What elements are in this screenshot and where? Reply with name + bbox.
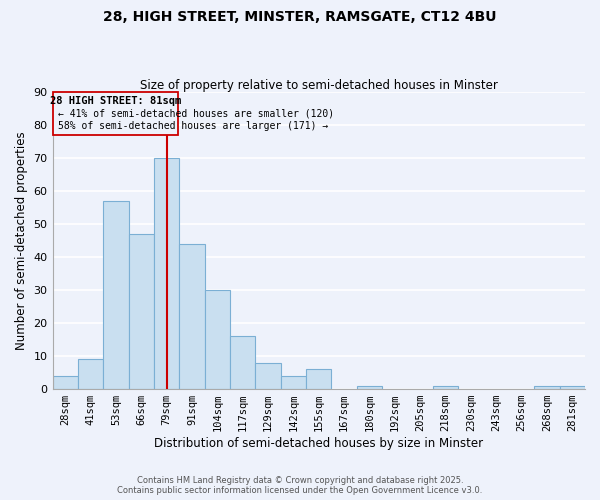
- Bar: [230, 336, 256, 389]
- Text: ← 41% of semi-detached houses are smaller (120): ← 41% of semi-detached houses are smalle…: [58, 108, 334, 118]
- Bar: [534, 386, 560, 389]
- Bar: [154, 158, 179, 389]
- Bar: [433, 386, 458, 389]
- Text: 28, HIGH STREET, MINSTER, RAMSGATE, CT12 4BU: 28, HIGH STREET, MINSTER, RAMSGATE, CT12…: [103, 10, 497, 24]
- Bar: [560, 386, 585, 389]
- Text: Contains HM Land Registry data © Crown copyright and database right 2025.
Contai: Contains HM Land Registry data © Crown c…: [118, 476, 482, 495]
- FancyBboxPatch shape: [53, 92, 178, 135]
- Bar: [281, 376, 306, 389]
- Bar: [205, 290, 230, 389]
- Bar: [306, 370, 331, 389]
- X-axis label: Distribution of semi-detached houses by size in Minster: Distribution of semi-detached houses by …: [154, 437, 484, 450]
- Bar: [103, 201, 128, 389]
- Bar: [53, 376, 78, 389]
- Bar: [179, 244, 205, 389]
- Bar: [128, 234, 154, 389]
- Bar: [256, 362, 281, 389]
- Title: Size of property relative to semi-detached houses in Minster: Size of property relative to semi-detach…: [140, 79, 498, 92]
- Text: 58% of semi-detached houses are larger (171) →: 58% of semi-detached houses are larger (…: [58, 120, 328, 130]
- Text: 28 HIGH STREET: 81sqm: 28 HIGH STREET: 81sqm: [50, 96, 181, 106]
- Bar: [78, 360, 103, 389]
- Y-axis label: Number of semi-detached properties: Number of semi-detached properties: [15, 131, 28, 350]
- Bar: [357, 386, 382, 389]
